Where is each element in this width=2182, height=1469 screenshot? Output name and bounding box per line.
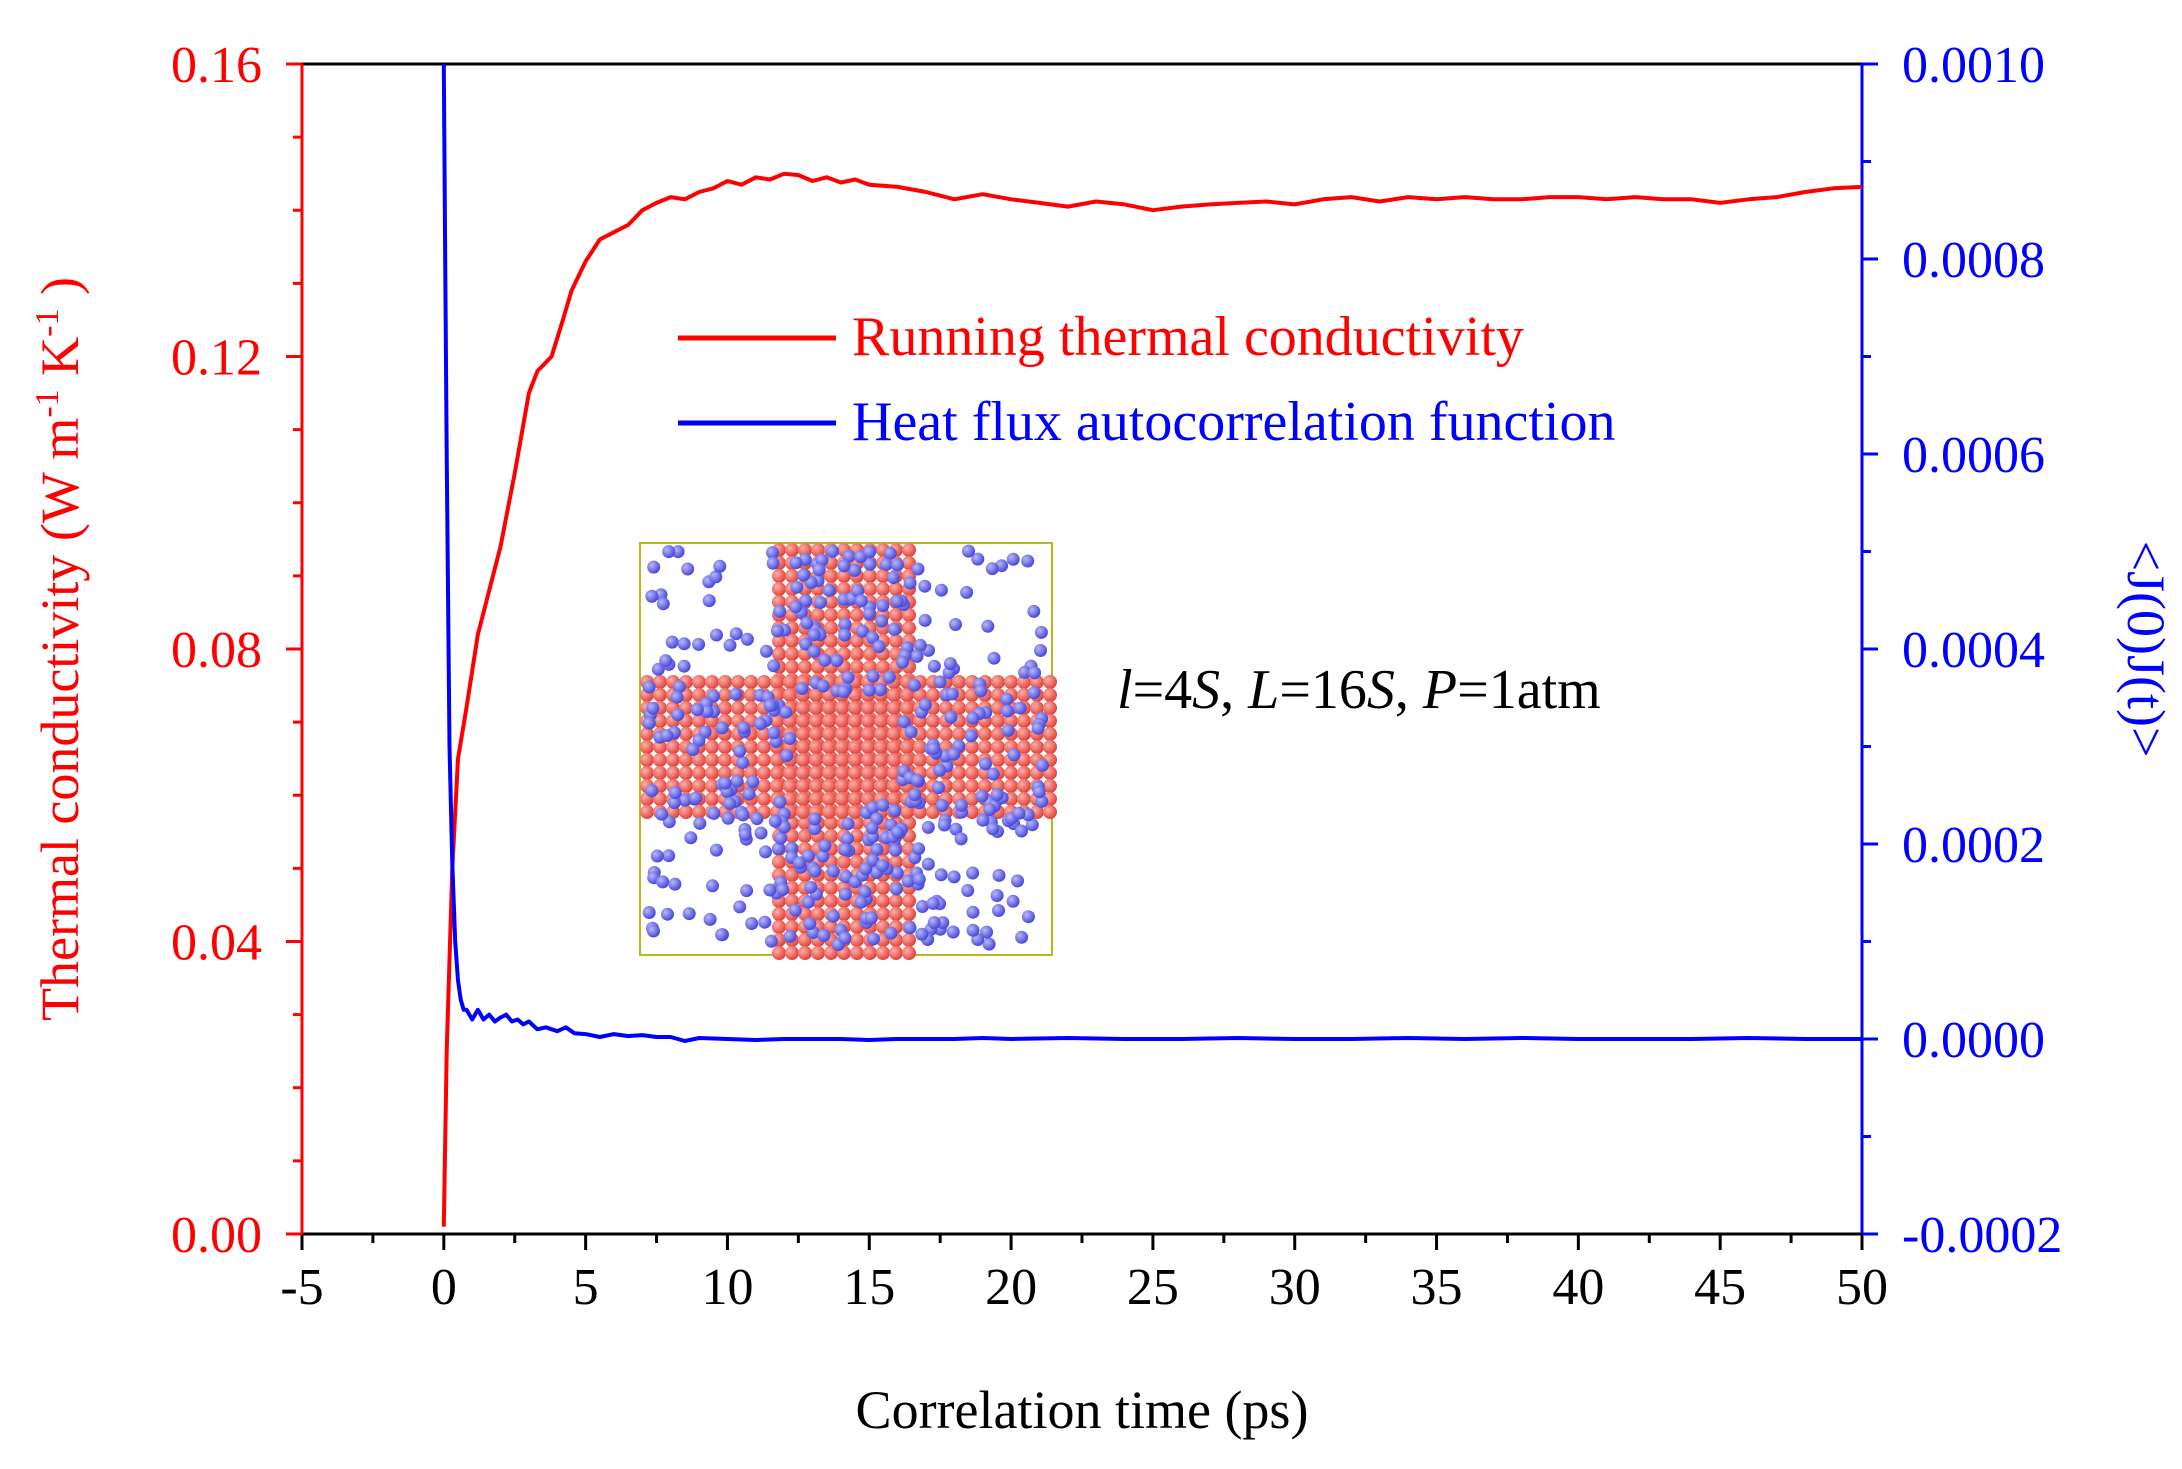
x-tick-label: 10 bbox=[701, 1259, 753, 1316]
x-tick-label: 20 bbox=[985, 1259, 1037, 1316]
right-y-tick-label: 0.0002 bbox=[1902, 817, 2045, 874]
legend-label-hfacf: Heat flux autocorrelation function bbox=[852, 391, 1616, 453]
left-y-tick-label: 0.16 bbox=[171, 37, 262, 94]
right-y-tick-label: 0.0000 bbox=[1902, 1012, 2045, 1069]
right-y-tick-label: -0.0002 bbox=[1902, 1207, 2062, 1264]
left-y-axis-label: Thermal conductivity (W m-1 K-1 ) bbox=[29, 277, 90, 1021]
series-layer bbox=[441, 63, 1863, 1227]
x-tick-label: 35 bbox=[1411, 1259, 1463, 1316]
x-tick-label: -5 bbox=[280, 1259, 323, 1316]
x-tick-label: 50 bbox=[1836, 1259, 1888, 1316]
right-y-tick-label: 0.0008 bbox=[1902, 232, 2045, 289]
left-y-ticks: 0.00 0.04 0.08 0.12 0.16 bbox=[171, 37, 302, 1264]
legend-label-conductivity: Running thermal conductivity bbox=[852, 306, 1524, 368]
x-tick-label: 25 bbox=[1127, 1259, 1179, 1316]
structure-inset-image bbox=[639, 542, 1057, 960]
legend: Running thermal conductivity Heat flux a… bbox=[678, 306, 1616, 453]
right-y-tick-label: 0.0006 bbox=[1902, 427, 2045, 484]
left-y-tick-label: 0.12 bbox=[171, 330, 262, 387]
left-y-tick-label: 0.04 bbox=[171, 915, 262, 972]
x-tick-label: 40 bbox=[1552, 1259, 1604, 1316]
right-y-ticks: -0.0002 0.0000 0.0002 0.0004 0.0006 0.0008 0.0… bbox=[1862, 37, 2062, 1264]
x-axis-label: Correlation time (ps) bbox=[856, 1380, 1309, 1440]
x-tick-label: 45 bbox=[1694, 1259, 1746, 1316]
left-y-tick-label: 0.08 bbox=[171, 622, 262, 679]
series-line-hfacf bbox=[441, 63, 1862, 1043]
x-tick-label: 15 bbox=[843, 1259, 895, 1316]
right-y-tick-label: 0.0010 bbox=[1902, 37, 2045, 94]
x-ticks: -5 0 5 10 15 20 25 30 35 40 45 50 bbox=[280, 1234, 1888, 1316]
left-y-tick-label: 0.00 bbox=[171, 1207, 262, 1264]
x-tick-label: 0 bbox=[431, 1259, 457, 1316]
x-tick-label: 5 bbox=[573, 1259, 599, 1316]
x-tick-label: 30 bbox=[1269, 1259, 1321, 1316]
parameters-annotation: l=4S, L=16S, P=1atm bbox=[1117, 659, 1601, 721]
right-y-axis-label: <J(0)J(t)> bbox=[2116, 541, 2176, 758]
series-line-thermal-conductivity bbox=[441, 171, 1863, 1227]
right-y-tick-label: 0.0004 bbox=[1902, 622, 2045, 679]
